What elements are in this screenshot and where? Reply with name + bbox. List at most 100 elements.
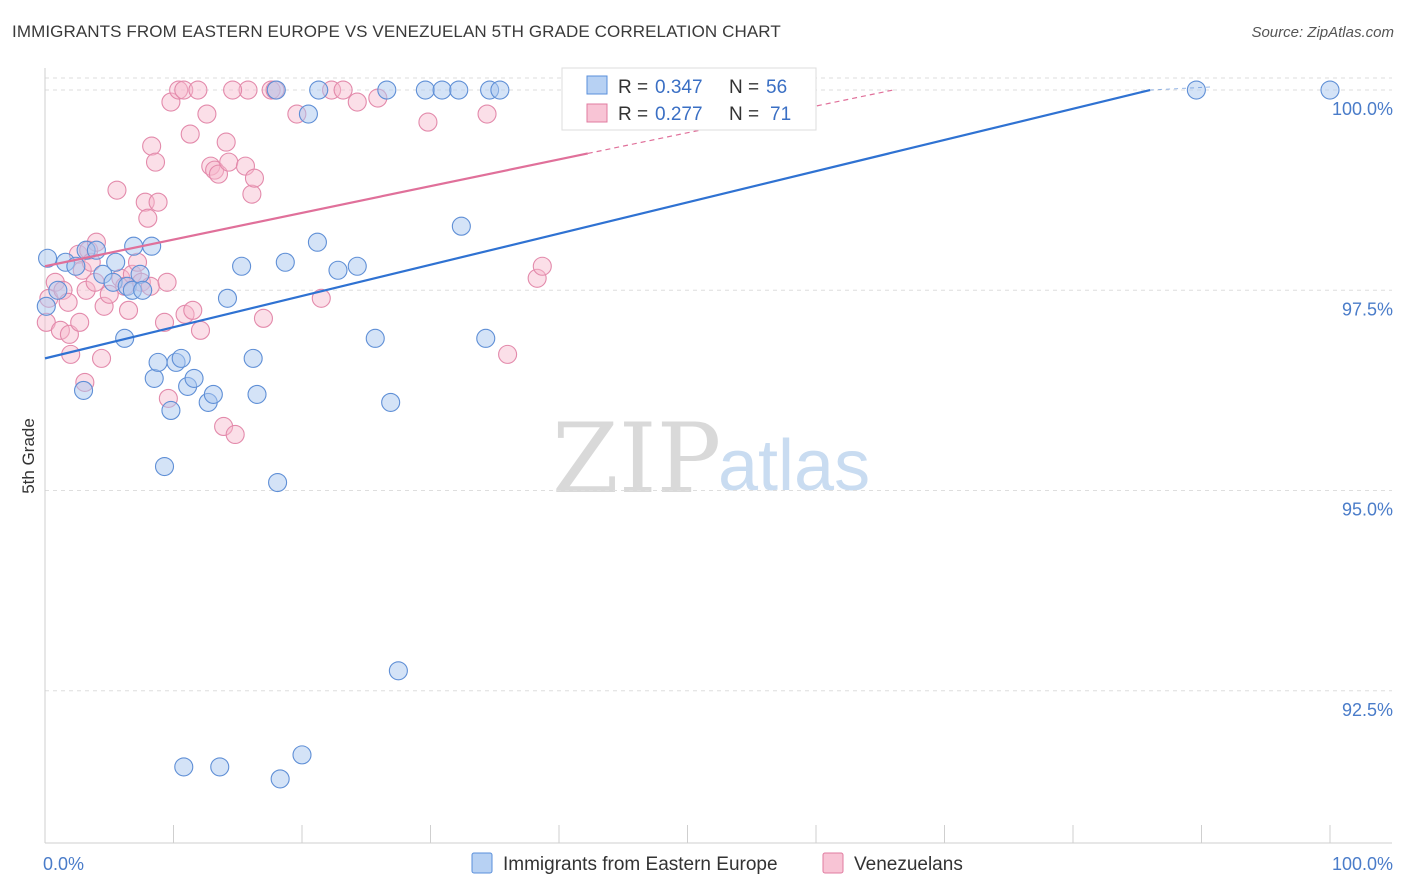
venezuelans-point	[190, 320, 211, 340]
eastern-europe-point	[292, 745, 312, 765]
legend-n-value-2: 71	[770, 104, 791, 125]
venezuelans-trendline	[44, 152, 589, 268]
eastern-europe-point	[48, 280, 68, 300]
venezuelans-point	[242, 184, 262, 204]
eastern-europe-point	[130, 264, 150, 284]
axes	[44, 68, 1392, 844]
eastern-europe-point	[171, 348, 191, 368]
eastern-europe-point	[174, 757, 194, 777]
eastern-europe-point	[247, 384, 267, 404]
eastern-europe-point	[449, 80, 469, 100]
eastern-europe-point	[298, 104, 318, 124]
y-tick-label: 100.0%	[1332, 99, 1393, 119]
venezuelans-point	[50, 320, 70, 340]
eastern-europe-point	[381, 392, 401, 412]
eastern-europe-point	[268, 472, 288, 493]
eastern-europe-point	[432, 80, 452, 100]
venezuelans-point	[244, 168, 265, 188]
eastern-europe-point	[1186, 80, 1206, 100]
legend-r-value-2: 0.277	[655, 104, 703, 125]
series-legend-label-pink: Venezuelans	[854, 854, 963, 875]
venezuelans-point	[91, 348, 112, 368]
venezuelans-point	[138, 208, 158, 228]
venezuelans-point	[157, 272, 177, 292]
venezuelans-point	[477, 104, 497, 124]
venezuelans-point	[174, 80, 194, 100]
eastern-europe-point	[415, 80, 435, 100]
eastern-europe-point	[388, 661, 408, 681]
eastern-europe-point	[36, 296, 56, 316]
legend-r-label-1: R =	[618, 77, 648, 98]
legend-swatch-blue	[586, 75, 608, 95]
y-tick-label: 97.5%	[1342, 299, 1393, 319]
chart-source: Source: ZipAtlas.com	[1251, 24, 1394, 41]
eastern-europe-point	[451, 216, 471, 236]
eastern-europe-point	[38, 248, 58, 268]
venezuelans-point	[118, 300, 139, 320]
venezuelans-point	[154, 312, 175, 332]
eastern-europe-point	[232, 256, 252, 276]
legend-r-label-2: R =	[618, 104, 648, 125]
venezuelans-point	[161, 92, 181, 112]
venezuelans-point	[94, 296, 114, 316]
eastern-europe-point	[490, 80, 510, 100]
venezuelans-point	[219, 152, 239, 172]
y-axis-title: 5th Grade	[19, 418, 38, 494]
legend-n-label-1: N =	[729, 77, 759, 98]
venezuelans-point	[498, 344, 518, 364]
chart-title: IMMIGRANTS FROM EASTERN EUROPE VS VENEZU…	[12, 22, 781, 41]
eastern-europe-point	[217, 288, 238, 308]
eastern-europe-point	[365, 328, 385, 348]
series-legend-swatch-blue	[471, 852, 493, 874]
venezuelans-point	[188, 80, 208, 100]
y-tick-labels: 100.0% 97.5% 95.0% 92.5%	[1332, 99, 1393, 720]
eastern-europe-point	[309, 80, 329, 100]
eastern-europe-point	[74, 380, 94, 400]
eastern-europe-point	[328, 260, 348, 280]
legend-swatch-pink	[586, 103, 608, 123]
eastern-europe-point	[377, 80, 397, 100]
legend-n-value-1: 56	[766, 77, 787, 98]
eastern-europe-point	[270, 769, 290, 789]
venezuelans-point	[216, 132, 236, 152]
eastern-europe-point	[106, 252, 126, 272]
eastern-europe-point	[144, 368, 164, 388]
venezuelans-point	[253, 308, 274, 328]
venezuelans-point	[527, 268, 547, 288]
eastern-europe-trendline	[44, 88, 1151, 360]
venezuelans-point	[180, 124, 200, 144]
y-tick-label: 95.0%	[1342, 500, 1393, 520]
venezuelans-point	[223, 80, 243, 100]
eastern-europe-point	[307, 232, 327, 252]
eastern-europe-point	[210, 757, 230, 777]
venezuelans-point	[225, 424, 245, 445]
venezuelans-point	[197, 104, 217, 124]
venezuelans-point	[214, 416, 234, 437]
eastern-europe-point	[476, 328, 496, 348]
y-tick-label: 92.5%	[1342, 700, 1393, 720]
eastern-europe-point	[347, 256, 367, 276]
venezuelans-point	[347, 92, 367, 112]
correlation-legend: R = 0.347 N = 56 R = 0.277 N = 71	[561, 67, 817, 131]
x-tick-label-end: 100.0%	[1332, 854, 1393, 874]
legend-n-label-2: N =	[729, 104, 759, 125]
watermark-atlas: atlas	[718, 426, 870, 506]
venezuelans-point	[145, 152, 166, 172]
series-legend-label-blue: Immigrants from Eastern Europe	[503, 854, 778, 875]
venezuelans-point	[183, 300, 203, 320]
eastern-europe-point	[243, 348, 263, 368]
eastern-europe-point	[203, 384, 223, 404]
eastern-europe-point	[1320, 80, 1340, 100]
eastern-europe-point	[154, 456, 175, 477]
series-legend: Immigrants from Eastern Europe Venezuela…	[471, 852, 963, 875]
eastern-europe-point	[275, 252, 295, 272]
eastern-europe-point	[266, 80, 286, 100]
eastern-europe-trendline-extension	[1150, 86, 1211, 91]
venezuelans-point	[70, 312, 90, 332]
eastern-europe-point	[133, 280, 153, 300]
eastern-europe-point	[161, 400, 181, 420]
venezuelans-point	[142, 136, 162, 156]
watermark-zip: ZIP	[552, 403, 721, 515]
venezuelans-point	[532, 256, 552, 276]
